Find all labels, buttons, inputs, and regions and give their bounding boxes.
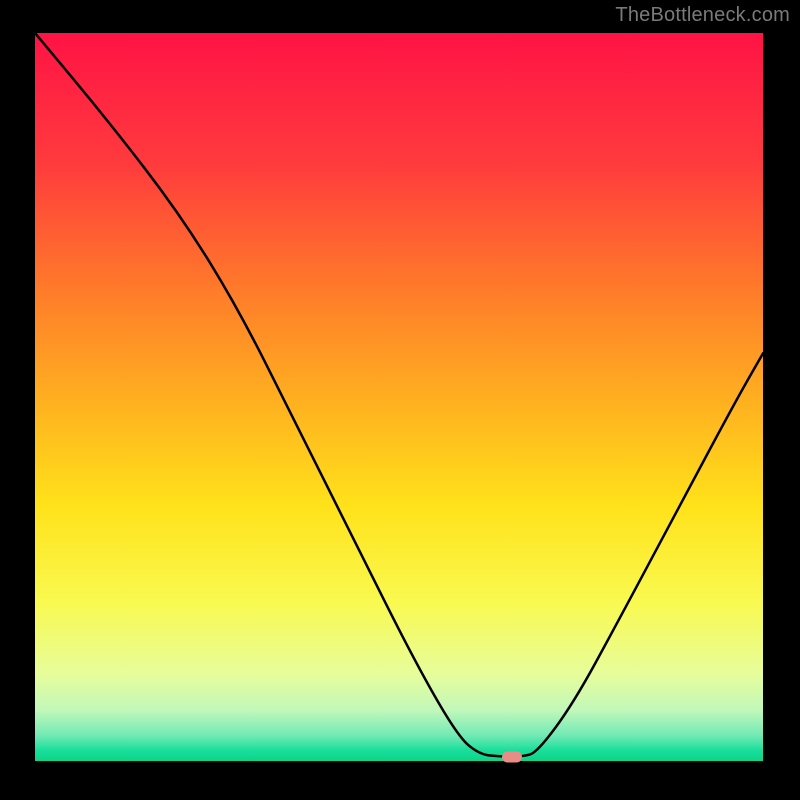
watermark-text: TheBottleneck.com [615, 4, 790, 27]
bottleneck-curve [35, 33, 763, 761]
optimal-point-marker [502, 751, 522, 762]
chart-plot-area [35, 33, 763, 761]
